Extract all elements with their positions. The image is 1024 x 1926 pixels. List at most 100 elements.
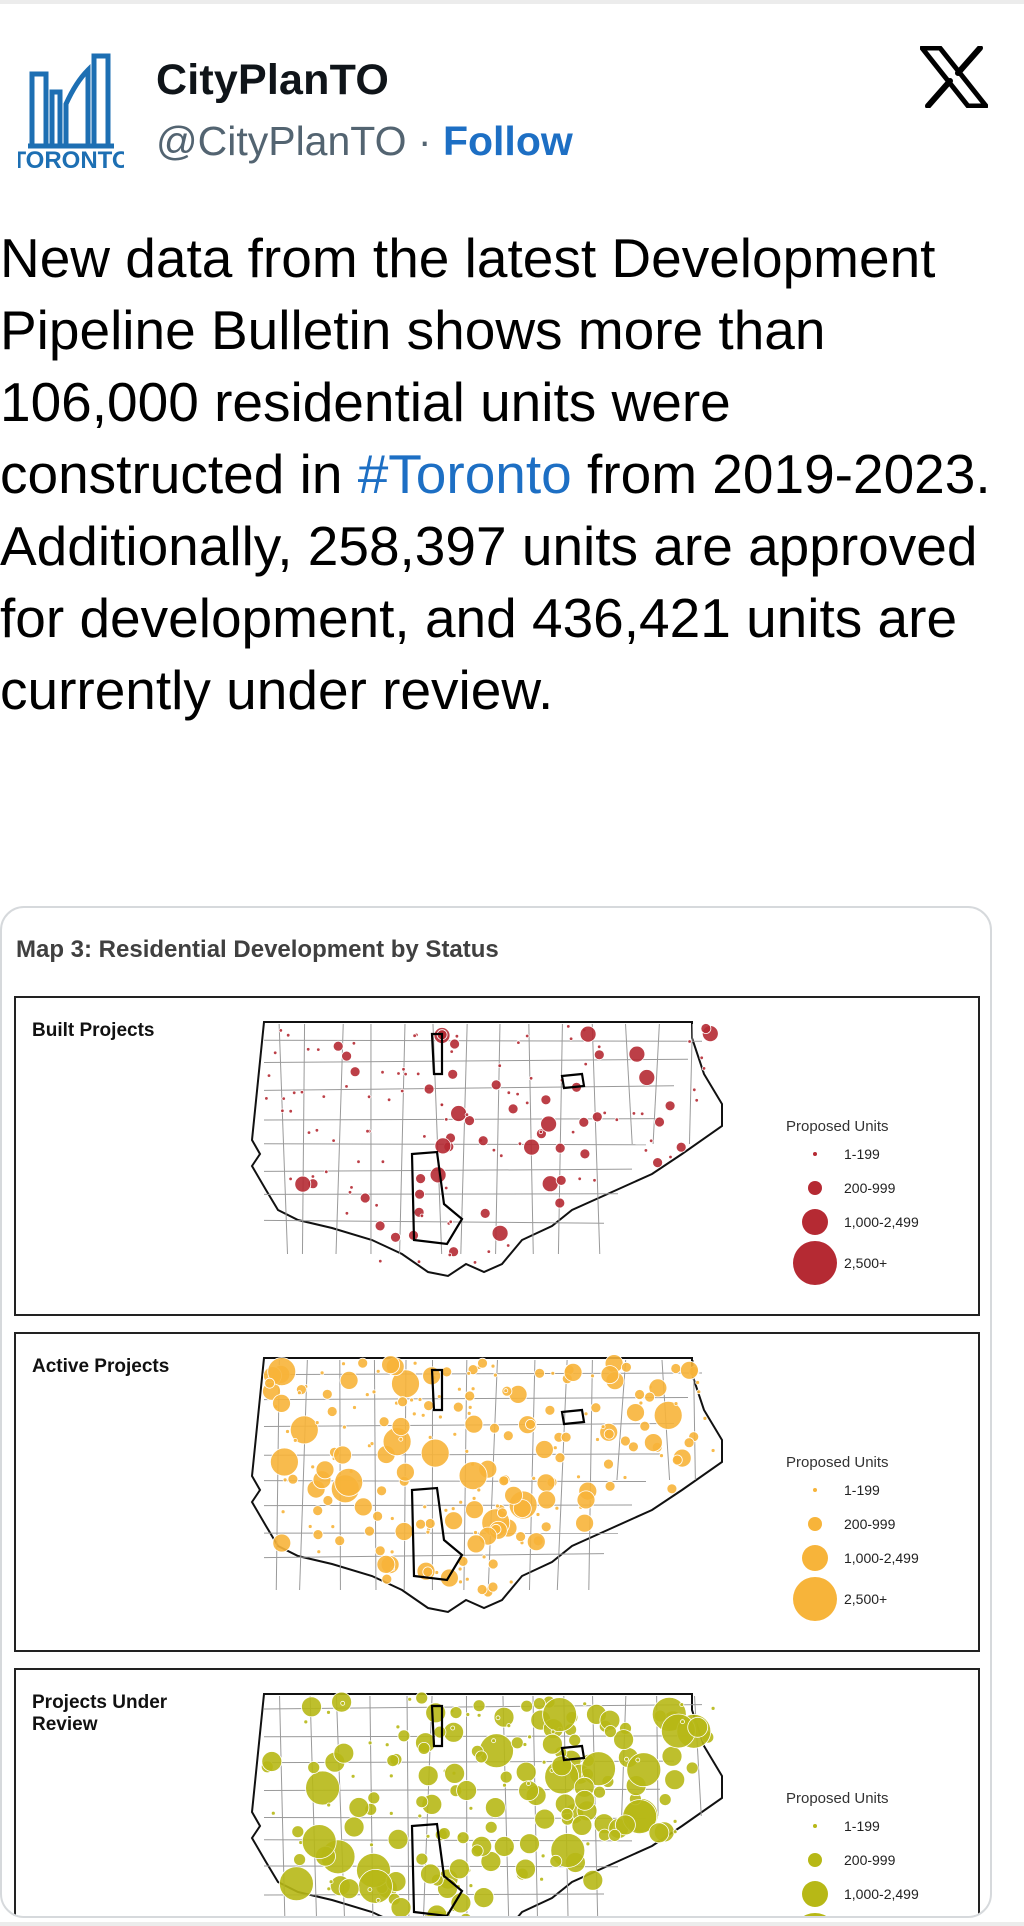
centre-boundary xyxy=(560,1744,586,1762)
legend-item: 1-199 xyxy=(786,1137,966,1171)
panel-built-projects: Built Projects Proposed Units 1-199 200-… xyxy=(14,996,980,1316)
development-bubble xyxy=(614,1117,619,1122)
bottom-divider xyxy=(0,1922,1024,1926)
development-bubble xyxy=(549,1854,563,1868)
development-bubble xyxy=(425,1702,447,1724)
development-bubble xyxy=(661,1745,683,1767)
development-bubble xyxy=(312,1505,324,1517)
development-bubble xyxy=(328,1879,334,1885)
development-bubble xyxy=(583,1061,588,1067)
development-bubble xyxy=(398,1436,404,1442)
centre-boundary xyxy=(430,1032,444,1076)
centre-boundary xyxy=(410,1150,464,1246)
development-bubble xyxy=(416,1259,422,1264)
development-bubble xyxy=(539,1876,545,1882)
development-bubble xyxy=(471,1495,477,1501)
development-bubble xyxy=(292,1438,298,1443)
development-bubble xyxy=(310,1174,316,1179)
development-bubble xyxy=(560,1807,574,1821)
road-line xyxy=(652,1023,660,1145)
development-bubble xyxy=(487,1558,499,1570)
development-bubble xyxy=(436,1394,442,1399)
legend-label: 1,000-2,499 xyxy=(844,1214,919,1230)
development-bubble xyxy=(592,1178,597,1183)
development-bubble xyxy=(628,1045,646,1063)
development-bubble xyxy=(540,1853,546,1859)
development-bubble xyxy=(376,1485,388,1497)
handle-row: @CityPlanTO · Follow xyxy=(156,118,573,165)
road-line xyxy=(263,1397,689,1401)
handle[interactable]: @CityPlanTO xyxy=(156,118,407,164)
development-bubble xyxy=(702,1416,708,1421)
development-bubble xyxy=(389,1516,395,1521)
development-bubble xyxy=(710,1448,716,1453)
x-logo-icon[interactable] xyxy=(919,45,989,109)
development-bubble xyxy=(498,1475,510,1487)
development-bubble xyxy=(429,1166,447,1184)
development-bubble xyxy=(512,1499,532,1519)
development-bubble xyxy=(365,1128,370,1134)
centre-boundary xyxy=(560,1072,586,1090)
development-bubble xyxy=(314,1420,320,1425)
development-bubble xyxy=(310,1464,316,1470)
development-bubble xyxy=(333,1445,352,1465)
development-bubble xyxy=(582,1701,588,1707)
development-bubble xyxy=(541,1175,559,1193)
development-bubble xyxy=(634,1389,646,1400)
development-bubble xyxy=(349,1066,361,1078)
centre-boundary xyxy=(410,1486,464,1582)
development-bubble xyxy=(278,1028,283,1033)
development-bubble xyxy=(643,1148,649,1153)
centre-boundary xyxy=(560,1408,586,1426)
development-bubble xyxy=(366,1094,372,1099)
development-bubble xyxy=(591,1111,603,1123)
development-bubble xyxy=(390,1231,401,1243)
legend: Proposed Units 1-199 200-999 1,000-2,499… xyxy=(786,1118,966,1287)
development-bubble xyxy=(316,1549,322,1555)
road-line xyxy=(692,1359,696,1481)
legend-item: 1-199 xyxy=(786,1809,966,1843)
development-bubble xyxy=(420,1412,426,1418)
development-bubble xyxy=(452,1431,458,1437)
city-boundary xyxy=(250,1021,723,1278)
development-bubble xyxy=(444,1763,466,1784)
development-bubble xyxy=(664,1100,676,1112)
development-bubble xyxy=(477,1357,488,1369)
development-bubble xyxy=(281,1096,286,1101)
development-bubble xyxy=(614,1814,636,1836)
display-name[interactable]: CityPlanTO xyxy=(156,56,389,104)
development-bubble xyxy=(344,1211,350,1216)
development-bubble xyxy=(554,1197,566,1209)
development-bubble xyxy=(374,1220,386,1232)
development-bubble xyxy=(279,1866,314,1902)
legend-item: 2,500+ xyxy=(786,1911,966,1916)
development-bubble xyxy=(608,1828,622,1842)
development-bubble xyxy=(415,1518,427,1530)
development-bubble xyxy=(627,1441,639,1453)
follow-button[interactable]: Follow xyxy=(442,118,573,164)
development-bubble xyxy=(342,1424,347,1430)
development-bubble xyxy=(506,1243,511,1248)
development-bubble xyxy=(343,1816,365,1838)
development-bubble xyxy=(540,1521,552,1533)
development-bubble xyxy=(536,1473,556,1493)
development-bubble xyxy=(465,1712,471,1717)
development-bubble xyxy=(364,1525,375,1537)
development-bubble xyxy=(316,1047,321,1052)
development-bubble xyxy=(570,1129,576,1135)
development-bubble xyxy=(464,1449,470,1454)
development-bubble xyxy=(679,1702,685,1708)
hashtag-link[interactable]: #Toronto xyxy=(357,443,572,505)
avatar[interactable]: TORONTO xyxy=(11,42,131,174)
development-bubble xyxy=(468,1805,474,1811)
development-bubble xyxy=(407,1696,413,1702)
development-bubble xyxy=(287,1473,299,1485)
development-bubble xyxy=(424,1518,436,1529)
legend-label: 200-999 xyxy=(844,1180,896,1196)
road-line xyxy=(263,1143,647,1146)
development-bubble xyxy=(477,1135,489,1147)
development-bubble xyxy=(272,1533,292,1553)
development-bubble xyxy=(415,1071,421,1077)
media-image-card[interactable]: Map 3: Residential Development by Status… xyxy=(0,906,992,1918)
development-bubble xyxy=(348,1797,370,1818)
